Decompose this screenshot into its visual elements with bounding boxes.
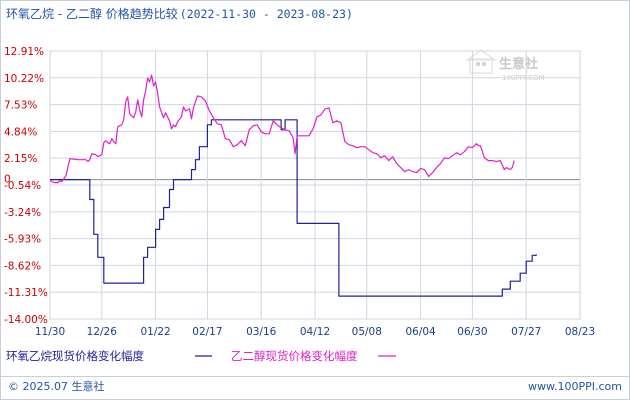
x-tick-label: 04/12 bbox=[300, 326, 330, 338]
x-tick-label: 08/23 bbox=[565, 326, 595, 338]
legend-label-series-2: 乙二醇现货价格变化幅度 bbox=[231, 349, 358, 363]
legend: 环氧乙烷现货价格变化幅度 乙二醇现货价格变化幅度 bbox=[6, 349, 396, 363]
footer-copyright: © 2025.07 生意社 bbox=[8, 380, 105, 393]
legend-label-series-1: 环氧乙烷现货价格变化幅度 bbox=[6, 349, 144, 363]
chart-date-range: (2022-11-30 - 2023-08-23) bbox=[179, 7, 353, 21]
x-tick-label: 05/08 bbox=[352, 326, 382, 338]
y-tick-label: -11.31% bbox=[4, 287, 48, 299]
grid bbox=[49, 50, 581, 320]
x-tick-label: 12/26 bbox=[87, 326, 118, 338]
footer-divider bbox=[0, 376, 630, 377]
y-tick-label: -5.93% bbox=[4, 234, 41, 246]
x-tick-label: 11/30 bbox=[35, 326, 65, 338]
y-tick-label: 2.15% bbox=[4, 153, 37, 165]
y-tick-label: 7.53% bbox=[4, 100, 37, 112]
y-tick-label: -3.24% bbox=[4, 207, 41, 219]
x-tick-label: 02/17 bbox=[192, 326, 222, 338]
line-chart: 生意社 100PPI.COM 12.91% 10.22% 7.53% 4.84% 2.1… bbox=[4, 46, 595, 363]
y-tick-label: -8.62% bbox=[4, 260, 41, 272]
chart-title: 环氧乙烷 - 乙二醇 价格趋势比较 (2022-11-30 - 2023-08-2… bbox=[6, 6, 353, 22]
y-tick-label: 4.84% bbox=[4, 126, 37, 138]
x-tick-label: 01/22 bbox=[140, 326, 170, 338]
y-tick-label: -0.54% bbox=[4, 180, 41, 192]
y-tick-label: 10.22% bbox=[4, 73, 44, 85]
y-tick-label: 12.91% bbox=[4, 46, 44, 58]
footer-site-link[interactable]: www.100PPI.com bbox=[528, 380, 622, 393]
x-tick-label: 07/27 bbox=[511, 326, 541, 338]
watermark-brand: 生意社 bbox=[499, 56, 538, 72]
y-tick-label: -14.00% bbox=[4, 314, 48, 326]
x-axis: 11/30 12/26 01/22 02/17 03/16 04/12 05/08 06/04… bbox=[35, 326, 595, 338]
y-axis: 12.91% 10.22% 7.53% 4.84% 2.15% -0.54% -3.24% -… bbox=[4, 46, 48, 326]
house-logo-icon bbox=[465, 49, 497, 74]
zero-tick-label: 0 bbox=[4, 174, 11, 186]
x-tick-label: 03/16 bbox=[246, 326, 277, 338]
watermark-logo: 生意社 100PPI.COM bbox=[465, 49, 545, 82]
chart-title-text: 环氧乙烷 - 乙二醇 价格趋势比较 bbox=[6, 7, 178, 21]
series-lines bbox=[49, 74, 537, 297]
x-tick-label: 06/04 bbox=[405, 326, 436, 338]
series-line-1 bbox=[50, 119, 537, 297]
series-line-2 bbox=[49, 74, 515, 184]
x-tick-label: 06/30 bbox=[457, 326, 487, 338]
